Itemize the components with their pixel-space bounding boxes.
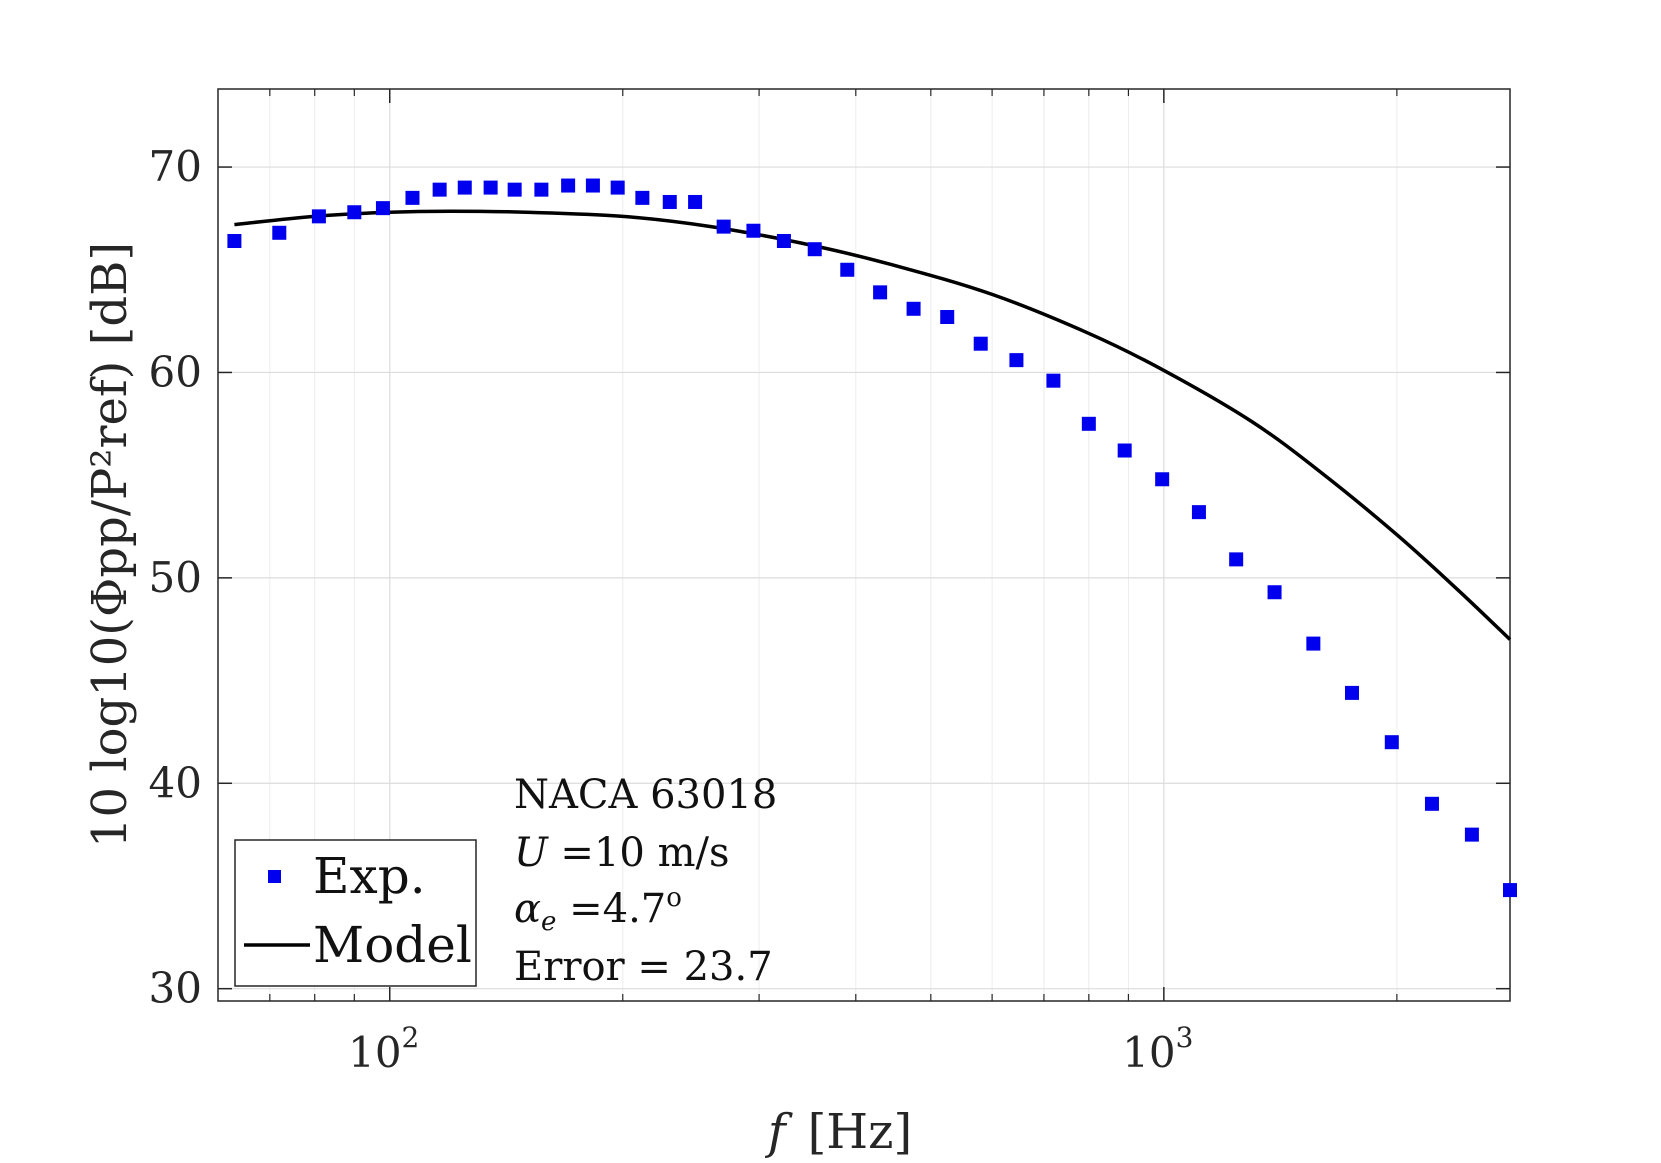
- exp-point: [1155, 472, 1170, 487]
- exp-point: [610, 180, 625, 195]
- exp-point: [1503, 883, 1517, 898]
- exp-point: [635, 190, 650, 205]
- y-tick-label-4: 70: [149, 142, 202, 191]
- y-tick-label-0: 30: [149, 964, 202, 1013]
- legend-exp-marker: [268, 870, 281, 883]
- exp-point: [1424, 796, 1439, 811]
- exp-point: [1464, 827, 1479, 842]
- annotation-error: Error = 23.7: [514, 944, 773, 990]
- exp-point: [906, 301, 921, 316]
- annotation-velocity: U =10 m/s: [514, 830, 730, 876]
- legend-model-label: Model: [313, 916, 472, 974]
- plot-area: [217, 88, 1511, 1002]
- exp-point: [688, 194, 703, 209]
- exp-point: [1229, 552, 1244, 567]
- exp-point: [1117, 443, 1132, 458]
- legend: Exp. Model: [234, 839, 477, 987]
- series-layer: [227, 178, 1517, 898]
- exp-point: [585, 178, 600, 193]
- svg-text:10 log10(Φpp/P²ref) [dB]: 10 log10(Φpp/P²ref) [dB]: [82, 242, 138, 848]
- y-tick-label-2: 50: [149, 553, 202, 602]
- exp-point: [1384, 735, 1399, 750]
- exp-point: [457, 180, 472, 195]
- legend-exp-label: Exp.: [313, 847, 426, 905]
- exp-point: [840, 262, 855, 277]
- x-axis-label: f [Hz]: [765, 1104, 912, 1160]
- exp-point: [1046, 373, 1061, 388]
- exp-point: [227, 234, 242, 248]
- ticks: 102 103 30 40 50 60 70: [149, 89, 1510, 1077]
- exp-point: [1081, 416, 1096, 431]
- exp-point: [1306, 636, 1321, 651]
- exp-point: [1191, 505, 1206, 520]
- exp-point: [507, 182, 522, 197]
- exp-point: [561, 178, 576, 193]
- exp-point: [1344, 685, 1359, 700]
- y-axis-label: 10 log10(Φpp/P²ref) [dB]: [82, 242, 138, 848]
- exp-point: [716, 219, 731, 234]
- annotation-airfoil: NACA 63018: [514, 772, 777, 818]
- x-tick-label-1: 103: [1122, 1021, 1193, 1077]
- exp-point: [375, 201, 390, 216]
- y-tick-label-3: 60: [149, 347, 202, 396]
- exp-point: [973, 336, 988, 351]
- exp-point: [662, 194, 677, 209]
- exp-point: [311, 209, 326, 224]
- exp-point: [940, 310, 955, 324]
- exp-point: [534, 182, 549, 197]
- exp-point: [347, 205, 362, 220]
- exp-point: [272, 225, 287, 240]
- model-line: [234, 209, 1512, 641]
- y-tick-label-1: 40: [149, 758, 202, 807]
- exp-point: [873, 285, 888, 300]
- exp-point: [1267, 585, 1282, 600]
- exp-point: [746, 223, 761, 238]
- exp-point: [405, 190, 420, 205]
- annotation-angle: αe =4.7o: [514, 883, 682, 937]
- grid: [218, 89, 1510, 1001]
- x-tick-label-0: 102: [348, 1021, 419, 1077]
- exp-point: [432, 182, 447, 197]
- exp-point: [776, 234, 791, 248]
- exp-point: [1009, 353, 1024, 368]
- exp-point: [807, 242, 822, 257]
- legend-box: [234, 839, 477, 987]
- exp-point: [483, 180, 498, 195]
- annotation-block: NACA 63018 U =10 m/s αe =4.7o Error = 23…: [514, 772, 777, 990]
